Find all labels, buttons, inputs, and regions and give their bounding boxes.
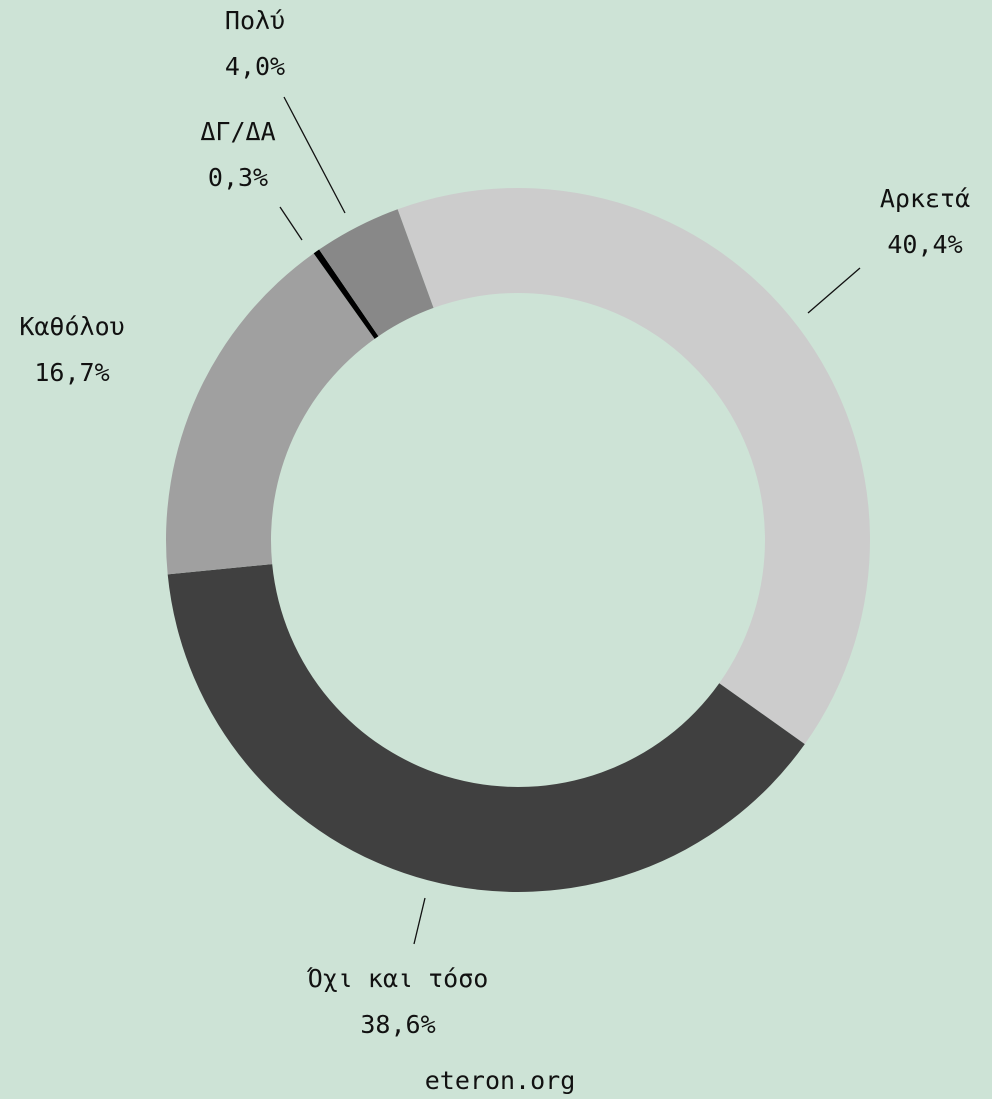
slice	[397, 187, 870, 745]
slice-label: Πολύ	[225, 6, 285, 35]
slice	[319, 209, 434, 337]
value-label: 4,0%	[225, 52, 285, 81]
leader-line	[283, 96, 346, 214]
slice-label: ΔΓ/ΔΑ	[200, 117, 275, 146]
value-label: 16,7%	[34, 358, 109, 387]
value-label: 38,6%	[360, 1010, 435, 1039]
value-label: 40,4%	[887, 230, 962, 259]
value-label: 0,3%	[208, 163, 268, 192]
leader-line	[279, 206, 303, 241]
slice	[166, 253, 375, 575]
slice-label: Αρκετά	[880, 184, 970, 213]
leader-line	[807, 267, 861, 314]
slice	[313, 249, 379, 339]
slice	[167, 564, 805, 892]
slice-label: Όχι και τόσο	[307, 964, 489, 993]
leader-line	[413, 897, 426, 945]
slice-label: Καθόλου	[19, 312, 124, 341]
source: eteron.org	[425, 1066, 576, 1095]
